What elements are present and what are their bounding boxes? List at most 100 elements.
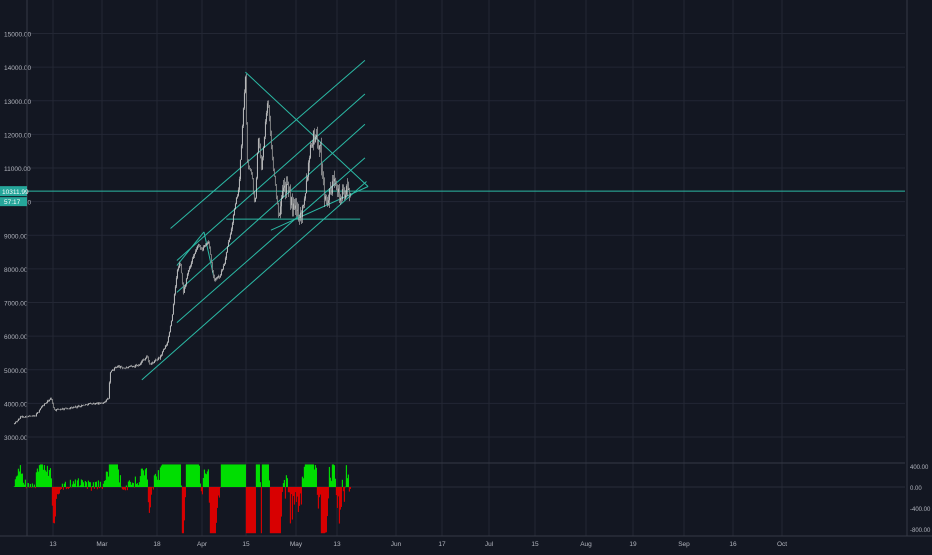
oscillator-bar — [187, 464, 189, 487]
oscillator-bar — [156, 479, 158, 487]
candle-body — [76, 406, 78, 408]
candle-body — [248, 166, 250, 170]
oscillator-bar — [144, 469, 146, 487]
candle-body — [45, 402, 47, 404]
candle-body — [185, 278, 187, 285]
oscillator-bar — [132, 483, 134, 487]
candle-body — [294, 205, 296, 209]
candle-body — [192, 255, 194, 259]
oscillator-bar — [204, 473, 206, 487]
candle-body — [183, 287, 185, 293]
oscillator-bar — [158, 480, 160, 487]
candle-body — [96, 402, 98, 405]
oscillator-bar — [139, 476, 141, 487]
candle-body — [332, 181, 334, 182]
oscillator-bar — [96, 487, 98, 490]
price-tick-label: 5000.00 — [4, 368, 28, 375]
oscillator-bar — [270, 487, 272, 534]
candle-body — [58, 409, 60, 411]
candle-body — [330, 192, 332, 194]
oscillator-bar — [140, 468, 142, 487]
oscillator-bar — [239, 464, 241, 487]
candle-body — [125, 367, 127, 369]
price-tick-label: 7000.00 — [4, 301, 28, 308]
candle-body — [62, 408, 64, 410]
candle-body — [345, 186, 347, 195]
oscillator-bar — [326, 487, 328, 517]
oscillator-bar — [74, 479, 76, 487]
candle-body — [201, 249, 203, 250]
oscillator-bar — [38, 465, 40, 487]
candle-body — [213, 276, 215, 281]
oscillator-bar — [98, 487, 100, 489]
oscillator-bar — [315, 467, 317, 487]
oscillator-bar — [46, 465, 48, 487]
oscillator-bar — [78, 486, 80, 487]
oscillator-bar — [292, 487, 294, 496]
candle-body — [227, 242, 229, 247]
oscillator-bar — [191, 464, 193, 487]
candle-body — [65, 407, 67, 409]
candle-body — [177, 267, 179, 270]
candle-body — [328, 189, 330, 201]
oscillator-bar — [69, 479, 71, 487]
oscillator-bar — [21, 473, 23, 487]
oscillator-bar — [141, 468, 143, 487]
oscillator-bar — [111, 464, 113, 487]
candle-body — [39, 408, 41, 411]
candle-body — [56, 408, 58, 410]
candle-body — [36, 412, 38, 414]
oscillator-bar — [59, 487, 61, 490]
candle-body — [327, 200, 329, 203]
oscillator-bar — [201, 487, 203, 495]
oscillator-bar — [53, 487, 55, 524]
candle-body — [124, 367, 126, 369]
oscillator-bar — [229, 464, 231, 487]
candle-body — [236, 195, 238, 198]
oscillator-bar — [159, 467, 161, 487]
candle-body — [244, 77, 246, 93]
oscillator-bar — [256, 464, 258, 487]
candle-body — [336, 186, 338, 193]
candle-body — [63, 408, 65, 410]
candle-body — [111, 370, 113, 371]
oscillator-bar — [324, 487, 326, 533]
price-tick-label: 14000.00 — [4, 65, 31, 72]
oscillator-bar — [295, 487, 297, 502]
candle-body — [200, 248, 202, 250]
oscillator-bar — [305, 464, 307, 487]
oscillator-bar — [103, 481, 105, 487]
candle-body — [179, 263, 181, 266]
candle-body — [21, 416, 23, 418]
candle-body — [170, 321, 172, 326]
oscillator-bar — [47, 475, 49, 487]
candle-body — [217, 276, 219, 278]
oscillator-bar — [112, 464, 114, 487]
oscillator-bar — [102, 483, 104, 487]
oscillator-bar — [58, 487, 60, 494]
oscillator-bar — [232, 464, 234, 487]
oscillator-bar — [137, 485, 139, 487]
oscillator-tick-label: 0.00 — [910, 486, 922, 492]
candle-body — [168, 332, 170, 338]
candle-body — [216, 277, 218, 279]
oscillator-bar — [310, 464, 312, 487]
candle-body — [325, 196, 327, 204]
oscillator-bar — [213, 487, 215, 534]
price-tick-label: 13000.00 — [4, 99, 31, 106]
oscillator-bar — [275, 487, 277, 534]
oscillator-bar — [55, 487, 57, 499]
oscillator-bar — [253, 487, 255, 534]
candle-body — [90, 403, 92, 405]
oscillator-bar — [84, 480, 86, 487]
candle-body — [339, 198, 341, 201]
oscillator-bar — [241, 464, 243, 487]
time-tick-label: Aug — [580, 541, 592, 548]
candle-body — [299, 212, 301, 219]
last-price-label: 10311.99 — [2, 189, 29, 196]
oscillator-bar — [293, 487, 295, 505]
oscillator-bar — [49, 468, 51, 487]
oscillator-bar — [76, 480, 78, 487]
oscillator-bar — [345, 465, 347, 487]
